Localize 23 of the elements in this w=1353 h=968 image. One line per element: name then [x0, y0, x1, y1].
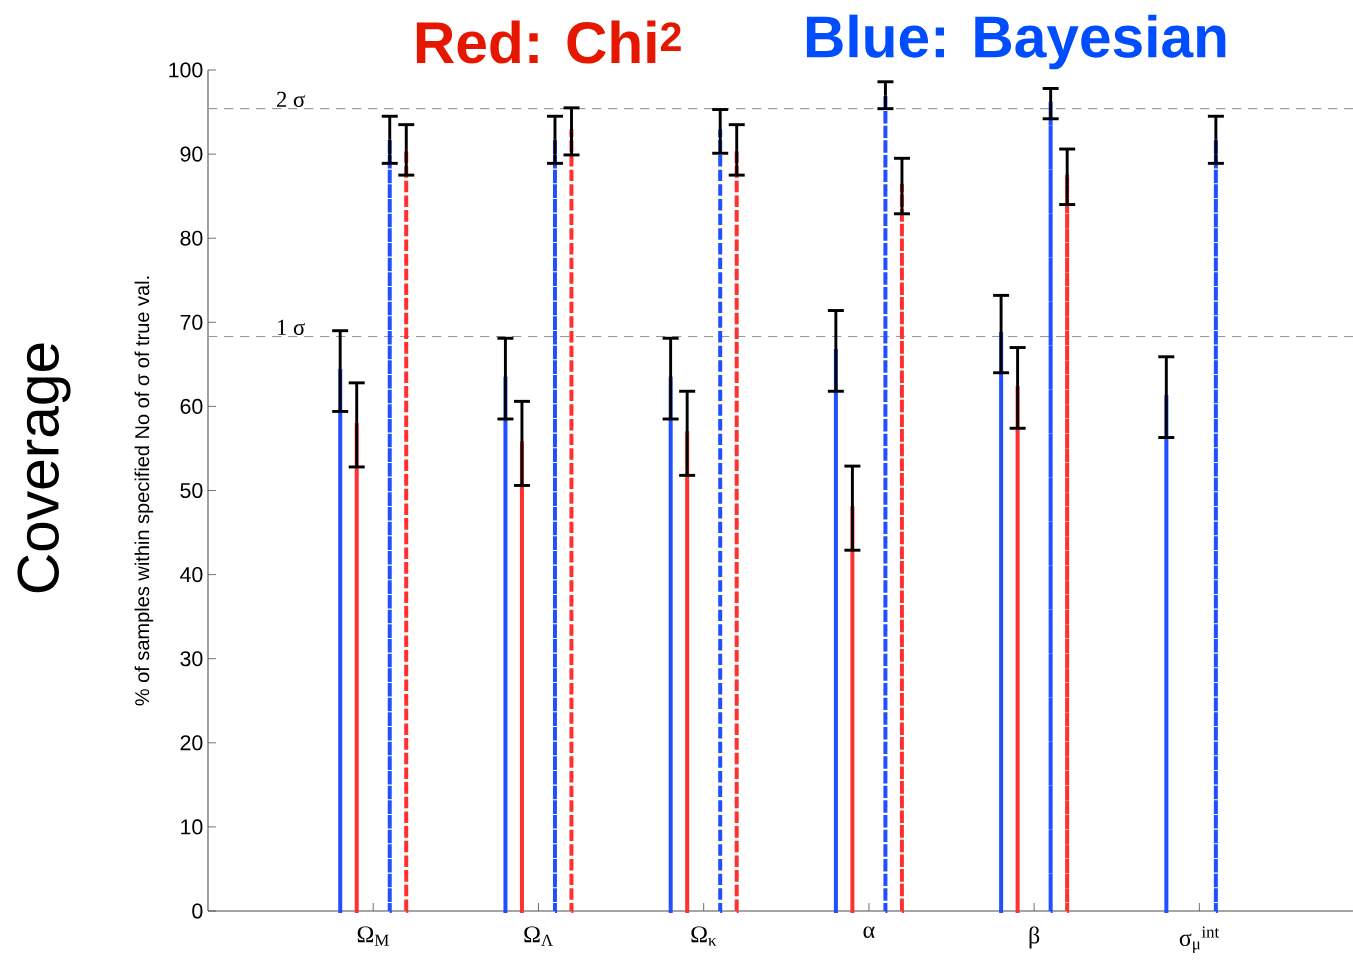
- y-tick-label: 60: [180, 398, 203, 414]
- y-tick-label: 80: [180, 230, 203, 246]
- chart-subtitle: Blue: Bayesian: [806, 14, 1226, 70]
- y-tick-label: 40: [180, 567, 203, 583]
- chart-title: Red: Chi$^{2}$: [416, 20, 681, 64]
- y-axis-title: % of samples within specified No of σ of true val.: [134, 276, 154, 706]
- ref-line-label: 2 σ: [277, 91, 305, 108]
- y-tick-label: 30: [180, 651, 203, 667]
- text: Coverage: [17, 343, 71, 593]
- y-tick-label: 50: [180, 482, 203, 499]
- y-tick-label: 20: [180, 735, 203, 751]
- y-tick-label: 100: [169, 62, 203, 78]
- x-tick-label: Ω$_{Λ}$: [524, 926, 553, 946]
- y-tick-label: 0: [192, 903, 203, 919]
- x-tick-label: Ω$_{M}$: [357, 926, 389, 946]
- ref-line-label: 1 σ: [277, 319, 305, 335]
- y-tick-label: 10: [181, 819, 203, 835]
- y-tick-label: 70: [180, 314, 203, 330]
- x-tick-label: β: [1029, 926, 1040, 949]
- x-tick-label: Ω$_{κ}$: [691, 926, 717, 946]
- x-tick-label: α: [863, 926, 875, 938]
- y-tick-label: 90: [180, 146, 203, 162]
- x-tick-label: σ$_{μ}$int: [1179, 926, 1220, 953]
